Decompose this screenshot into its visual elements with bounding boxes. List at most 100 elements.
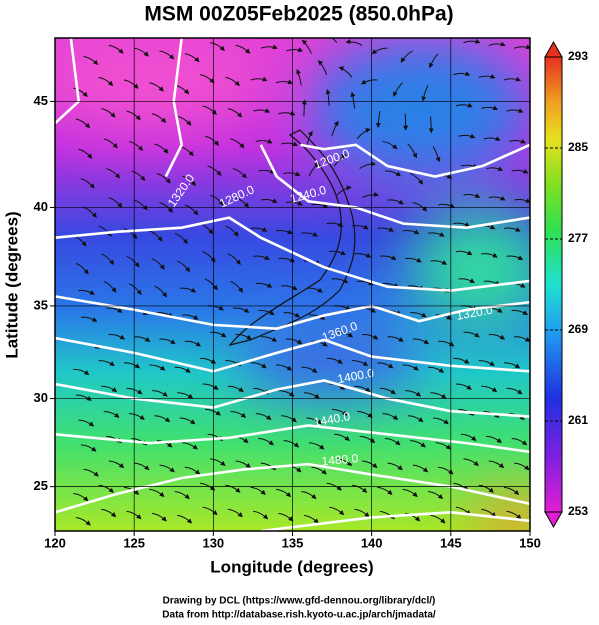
streamline [428, 53, 439, 69]
streamline [255, 413, 272, 421]
contour-label: 1320.0 [455, 303, 494, 323]
chart-title: MSM 00Z05Feb2025 (850.0hPa) [144, 3, 453, 26]
streamline [359, 161, 376, 169]
credit: Data from http://database.rish.kyoto-u.a… [162, 610, 436, 621]
streamline [227, 508, 243, 518]
streamline [80, 316, 98, 323]
streamline [225, 225, 239, 237]
contour-line [164, 38, 184, 178]
streamline [154, 415, 171, 423]
contour-line [260, 511, 530, 531]
streamline [210, 458, 226, 467]
streamline [283, 171, 301, 176]
streamline [177, 115, 192, 126]
y-axis-label: Latitude (degrees) [2, 211, 21, 358]
streamline [225, 484, 241, 493]
x-tick-label: 130 [202, 535, 224, 550]
streamline [98, 76, 114, 87]
colorbar [544, 40, 563, 529]
streamline [227, 253, 241, 266]
streamline [458, 278, 475, 284]
streamline [453, 71, 471, 76]
streamline [405, 390, 422, 397]
streamline [371, 47, 388, 55]
streamline [427, 366, 445, 373]
streamline [210, 331, 227, 338]
streamline [235, 44, 251, 54]
streamline [106, 168, 121, 179]
streamline [354, 508, 370, 518]
streamline [458, 133, 476, 139]
streamline [410, 173, 424, 185]
streamline [151, 113, 167, 123]
streamline [410, 440, 426, 448]
streamline [106, 307, 123, 313]
streamline [412, 464, 429, 473]
y-tick-label: 35 [34, 297, 48, 312]
streamline [250, 227, 268, 232]
streamline [377, 362, 394, 369]
streamline [486, 435, 502, 444]
streamline [281, 415, 297, 423]
streamline [184, 53, 200, 63]
streamline [410, 312, 427, 318]
streamline [151, 258, 165, 270]
streamline [184, 340, 202, 347]
streamline [174, 232, 188, 245]
streamline [529, 488, 530, 490]
streamline [478, 484, 494, 493]
streamline [255, 282, 273, 288]
streamline [377, 227, 395, 232]
streamline [529, 82, 530, 84]
streamline [427, 490, 444, 500]
streamline [326, 482, 342, 491]
contour-line [55, 216, 530, 292]
streamline [438, 340, 455, 347]
x-tick-label: 135 [282, 535, 304, 550]
streamline [384, 170, 402, 177]
streamline [182, 442, 198, 450]
streamline [350, 91, 356, 109]
streamline [412, 202, 428, 212]
streamline [235, 197, 249, 208]
streamline [359, 435, 376, 444]
streamline [260, 44, 278, 50]
streamline [227, 385, 244, 393]
streamline [405, 257, 422, 263]
streamline [75, 118, 91, 129]
streamline [207, 165, 222, 176]
streamline [514, 336, 530, 342]
streamline [351, 360, 369, 367]
streamline [278, 512, 294, 522]
streamline [232, 307, 250, 313]
streamline [275, 488, 292, 498]
colorbar-tick-label: 253 [568, 504, 588, 518]
streamline [156, 173, 171, 184]
streamline [514, 198, 530, 203]
streamline [463, 38, 481, 44]
streamline [260, 336, 278, 342]
streamline [123, 79, 139, 89]
contour-line [55, 462, 530, 514]
streamline [481, 252, 498, 258]
streamline [301, 39, 312, 54]
streamline [154, 285, 167, 298]
streamline [308, 314, 326, 320]
streamline [506, 510, 522, 520]
streamline [202, 506, 218, 516]
streamline [311, 203, 329, 208]
streamline [182, 175, 196, 187]
streamline [407, 415, 424, 423]
streamline [511, 168, 529, 174]
streamline [308, 162, 320, 177]
streamline [275, 364, 293, 371]
streamline [108, 197, 123, 208]
streamline [250, 486, 266, 495]
x-axis-label: Longitude (degrees) [210, 557, 373, 576]
streamline [78, 289, 95, 295]
streamline [174, 366, 191, 373]
streamline [400, 50, 414, 63]
streamline [387, 336, 404, 342]
streamline [331, 38, 338, 43]
streamline [204, 135, 220, 146]
